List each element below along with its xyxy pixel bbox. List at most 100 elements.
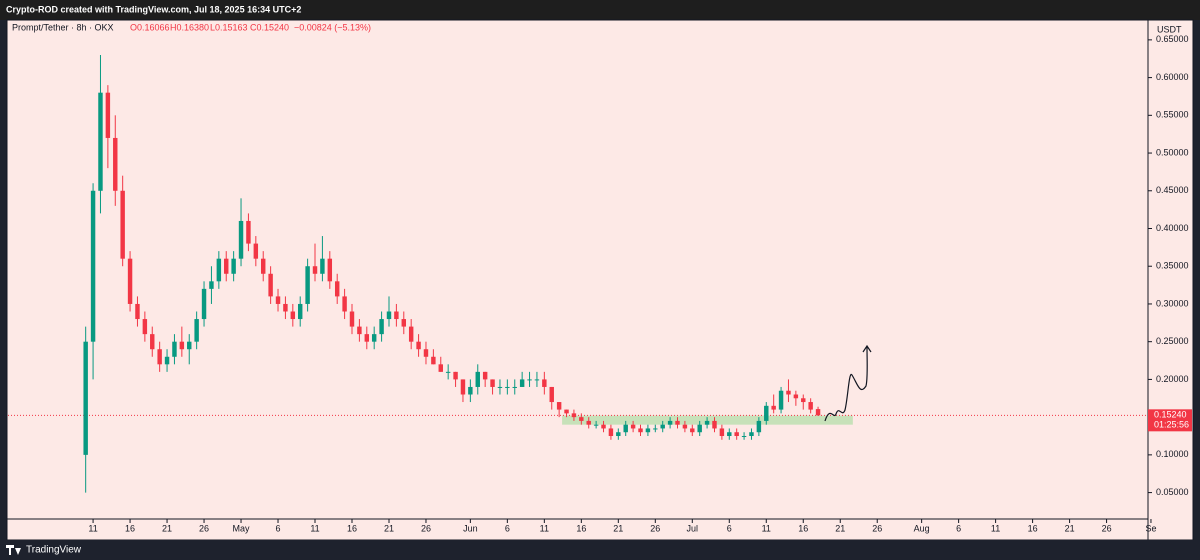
candle-body [445,371,451,373]
candle-body [497,386,503,388]
x-tick-label: 26 [1102,523,1112,533]
candle-body [261,258,266,274]
candle-body [150,334,155,350]
candle-body [231,258,236,274]
candle-body [268,273,273,297]
candle-body [334,281,340,297]
candle-body [534,379,540,381]
chart-frame [6,19,1194,541]
x-tick-label: 21 [835,523,845,533]
candle-body [712,420,717,429]
candle-body [519,379,525,387]
ohlc-label: C0.15240 [250,22,289,32]
x-tick-label: 26 [199,523,209,533]
currency: USDT [1157,24,1182,34]
candle-body [675,420,680,425]
candle-body [741,436,747,437]
candle-body [320,258,325,274]
candle-body [179,341,185,350]
x-tick-label: Se [1145,523,1156,533]
candle-body [756,420,762,433]
header: Crypto-ROD created with TradingView.com,… [6,4,301,14]
candle-body [416,341,421,350]
candle-body [630,424,636,429]
y-tick-label: 0.60000 [1156,72,1189,82]
candle-body [815,409,821,416]
x-tick-label: 6 [276,523,281,533]
candle-body [172,341,177,357]
x-tick-label: 6 [505,523,510,533]
candle-body [238,220,244,259]
candle-body [749,432,754,436]
x-tick-label: 21 [384,523,394,533]
candle-body [305,266,310,304]
candle-body [142,319,148,335]
candle-body [371,334,377,342]
candle-body [512,386,517,388]
candle-body [164,356,170,365]
y-tick-label: 0.40000 [1156,223,1189,233]
candle-body [135,303,140,320]
candle-body [660,424,665,429]
candle-body [653,428,658,430]
candle-body [105,92,111,138]
candle-body [224,258,229,274]
candle-body [209,281,214,289]
candle-body [690,428,695,433]
candle-body [187,341,192,350]
y-tick-label: 0.50000 [1156,147,1189,157]
candle-body [593,424,599,426]
candle-body [342,296,347,312]
last-price-tag [1148,409,1192,432]
candle-body [157,349,162,365]
candle-body [586,420,591,425]
candle-body [453,371,458,380]
candle-body [727,432,732,436]
candle-body [216,258,222,282]
candle-body [127,258,133,304]
candle-body [778,390,784,410]
y-tick-label: 0.30000 [1156,298,1189,308]
y-tick-label: 0.65000 [1156,34,1189,44]
y-tick-label: 0.20000 [1156,374,1189,384]
candle-body [571,413,577,418]
candle-body [275,296,281,304]
x-tick-label: 11 [310,523,319,533]
candle-body [734,432,739,436]
candle-body [283,303,288,312]
candle-body [638,428,643,433]
candle-body [113,137,118,191]
candle-body [98,92,103,191]
x-tick-label: Aug [914,523,930,533]
candle-body [608,428,614,436]
x-tick-label: May [233,523,251,533]
brand-logo [6,545,21,555]
candle-body [386,311,392,320]
candle-body [438,364,443,372]
x-tick-label: 6 [727,523,732,533]
countdown: 01:25:56 [1154,420,1189,430]
x-tick-label: 11 [991,523,1000,533]
y-tick-label: 0.05000 [1156,487,1189,497]
candle-body [90,190,96,342]
candle-body [764,405,769,421]
x-tick-label: 11 [762,523,771,533]
x-tick-label: 21 [1065,523,1075,533]
candle-body [697,424,702,433]
ohlc-label: O0.16066 [130,22,170,32]
y-tick-label: 0.45000 [1156,185,1189,195]
x-tick-label: 16 [1028,523,1038,533]
x-tick-label: 11 [540,523,549,533]
candle-body [349,311,355,327]
x-tick-label: Jul [687,523,699,533]
candle-body [616,432,621,436]
candle-body [290,311,296,320]
x-tick-label: 21 [613,523,623,533]
candle-body [542,379,547,387]
y-tick-label: 0.35000 [1156,261,1189,271]
candle-body [423,349,429,357]
drawn-arrow [824,344,872,422]
candle-body [482,371,488,380]
candle-body [312,266,318,274]
